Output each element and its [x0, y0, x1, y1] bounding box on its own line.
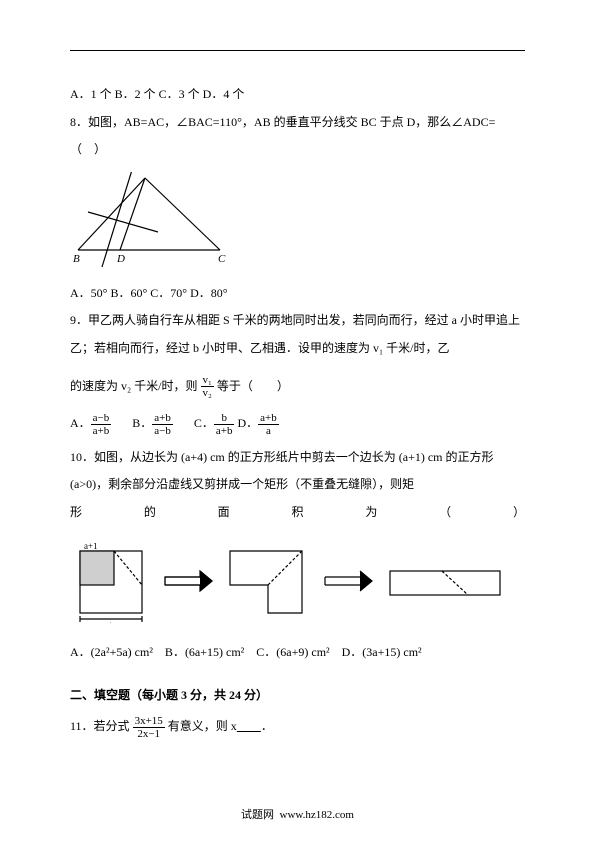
footer: 试题网 www.hz182.com	[0, 806, 595, 822]
q9-options: A．a−ba+b B．a+ba−b C．ba+b D．a+ba	[70, 410, 525, 438]
q8-figure: B D C	[70, 172, 525, 274]
q10-stem-b: 形 的 面 积 为 （ ）	[70, 499, 525, 527]
footer-url: www.hz182.com	[280, 809, 354, 821]
svg-text:D: D	[116, 253, 125, 265]
q10-stem-a: 10．如图，从边长为 (a+4) cm 的正方形纸片中剪去一个边长为 (a+1)…	[70, 444, 525, 499]
q10-options: A．(2a²+5a) cm² B．(6a+15) cm² C．(6a+9) cm…	[70, 639, 525, 667]
footer-label: 试题网	[241, 809, 274, 821]
q9-main-frac: v₁ v₂	[201, 374, 214, 399]
q11: 11．若分式 3x+15 2x−1 有意义，则 x ．	[70, 713, 525, 741]
top-rule	[70, 50, 525, 51]
q10-figure: a+1 a+4	[70, 543, 525, 627]
q9-stem-b-pre: 的速度为 v₂ 千米/时，则	[70, 379, 198, 393]
q11-frac: 3x+15 2x−1	[133, 715, 165, 740]
q8-stem: 8．如图，AB=AC，∠BAC=110°，AB 的垂直平分线交 BC 于点 D，…	[70, 109, 525, 164]
svg-text:a+4: a+4	[98, 621, 112, 623]
q7-options: A．1 个 B．2 个 C．3 个 D．4 个	[70, 81, 525, 109]
q9-stem-b-post: 等于（ ）	[217, 379, 289, 393]
svg-text:a+1: a+1	[84, 543, 98, 551]
svg-text:B: B	[73, 253, 80, 265]
q9-stem-a: 9．甲乙两人骑自行车从相距 S 千米的两地同时出发，若同向而行，经过 a 小时甲…	[70, 307, 525, 362]
q8-options: A．50° B．60° C．70° D．80°	[70, 280, 525, 308]
svg-text:C: C	[218, 253, 226, 265]
q9-stem-b: 的速度为 v₂ 千米/时，则 v₁ v₂ 等于（ ）	[70, 373, 525, 401]
section2-title: 二、填空题（每小题 3 分，共 24 分）	[70, 686, 525, 703]
